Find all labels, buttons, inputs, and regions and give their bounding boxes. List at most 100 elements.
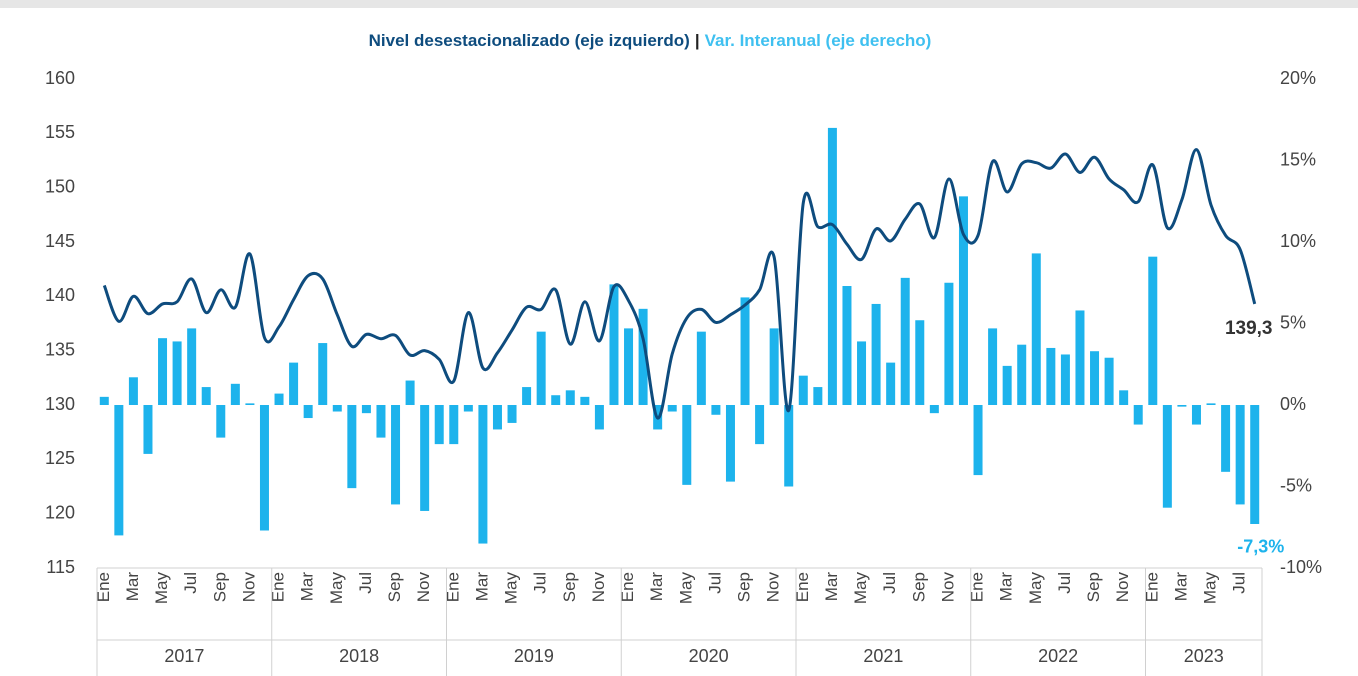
x-tick-label: May bbox=[1201, 572, 1220, 605]
bar bbox=[1002, 365, 1012, 405]
bar bbox=[536, 331, 546, 405]
bar bbox=[915, 320, 925, 405]
bar bbox=[1191, 405, 1201, 425]
bar bbox=[725, 405, 735, 482]
x-tick-label: Jul bbox=[880, 572, 899, 594]
bar bbox=[172, 341, 182, 405]
bar bbox=[216, 405, 226, 438]
y2-tick-label: 0% bbox=[1280, 394, 1306, 414]
x-tick-label: Sep bbox=[909, 572, 928, 602]
line-value-label: 139,3 bbox=[1225, 318, 1273, 339]
y-tick-label: 155 bbox=[45, 122, 75, 142]
x-tick-label: Jul bbox=[705, 572, 724, 594]
x-tick-label: Jul bbox=[1055, 572, 1074, 594]
y2-tick-label: 15% bbox=[1280, 149, 1316, 169]
bar bbox=[1104, 357, 1114, 405]
bar bbox=[594, 405, 604, 430]
x-tick-label: Sep bbox=[735, 572, 754, 602]
x-tick-label: Ene bbox=[94, 572, 113, 602]
x-tick-label: Nov bbox=[764, 572, 783, 603]
bar bbox=[478, 405, 488, 544]
bar bbox=[813, 387, 823, 405]
top-strip bbox=[0, 0, 1358, 8]
bar bbox=[638, 308, 648, 405]
bar bbox=[667, 405, 677, 412]
x-tick-label: May bbox=[1026, 572, 1045, 605]
x-tick-label: Jul bbox=[181, 572, 200, 594]
bar bbox=[755, 405, 765, 445]
x-tick-label: Sep bbox=[560, 572, 579, 602]
bar bbox=[158, 338, 168, 405]
year-label: 2022 bbox=[1038, 646, 1078, 666]
y2-tick-label: -10% bbox=[1280, 557, 1322, 577]
y-tick-label: 115 bbox=[46, 557, 75, 577]
bar bbox=[565, 390, 575, 405]
bar bbox=[784, 405, 794, 487]
bar bbox=[376, 405, 386, 438]
year-label: 2021 bbox=[863, 646, 903, 666]
bar bbox=[871, 303, 881, 405]
bar bbox=[274, 393, 284, 405]
bar bbox=[769, 328, 779, 405]
bar bbox=[318, 343, 328, 405]
x-tick-label: Sep bbox=[385, 572, 404, 602]
bar bbox=[391, 405, 401, 505]
bar bbox=[245, 403, 255, 405]
y-tick-label: 125 bbox=[45, 448, 75, 468]
title-right: Var. Interanual (eje derecho) bbox=[705, 31, 932, 50]
y2-tick-label: -5% bbox=[1280, 475, 1312, 495]
x-tick-label: Ene bbox=[618, 572, 637, 602]
bar bbox=[1206, 403, 1216, 405]
bar bbox=[201, 387, 211, 405]
bar bbox=[682, 405, 692, 485]
bar bbox=[886, 362, 896, 405]
x-tick-label: May bbox=[327, 572, 346, 605]
bar bbox=[1221, 405, 1231, 472]
bar bbox=[900, 277, 910, 405]
y-tick-label: 130 bbox=[45, 394, 75, 414]
bar bbox=[99, 396, 109, 405]
bar bbox=[798, 375, 808, 405]
x-tick-label: Jul bbox=[1230, 572, 1249, 594]
bar bbox=[857, 341, 867, 405]
bar bbox=[973, 405, 983, 476]
bar bbox=[929, 405, 939, 414]
bar bbox=[580, 396, 590, 405]
x-tick-label: Nov bbox=[414, 572, 433, 603]
x-tick-label: Mar bbox=[298, 572, 317, 602]
bar bbox=[289, 362, 299, 405]
bar bbox=[128, 377, 138, 405]
bar bbox=[463, 405, 473, 412]
bar bbox=[958, 196, 968, 405]
x-tick-label: Ene bbox=[968, 572, 987, 602]
bar bbox=[187, 328, 197, 405]
bar bbox=[492, 405, 502, 430]
x-tick-label: Mar bbox=[997, 572, 1016, 602]
bar bbox=[420, 405, 430, 511]
x-tick-label: Ene bbox=[269, 572, 288, 602]
y2-tick-label: 10% bbox=[1280, 231, 1316, 251]
y-tick-label: 150 bbox=[45, 176, 75, 196]
bar bbox=[230, 383, 240, 405]
bar bbox=[1162, 405, 1172, 508]
x-tick-label: Nov bbox=[239, 572, 258, 603]
bar bbox=[1250, 405, 1260, 524]
bar bbox=[1031, 253, 1041, 405]
bar bbox=[332, 405, 342, 412]
bar bbox=[1090, 351, 1100, 405]
x-tick-label: Jul bbox=[356, 572, 375, 594]
bar bbox=[1133, 405, 1143, 425]
bar bbox=[405, 380, 415, 405]
bar bbox=[1119, 390, 1129, 405]
y-tick-label: 160 bbox=[45, 68, 75, 88]
year-label: 2020 bbox=[689, 646, 729, 666]
bar bbox=[143, 405, 153, 454]
bar bbox=[944, 282, 954, 405]
year-label: 2023 bbox=[1184, 646, 1224, 666]
x-tick-label: Sep bbox=[1084, 572, 1103, 602]
bar bbox=[1060, 354, 1070, 405]
x-tick-label: Mar bbox=[822, 572, 841, 602]
bar bbox=[347, 405, 357, 489]
bar bbox=[988, 328, 998, 405]
